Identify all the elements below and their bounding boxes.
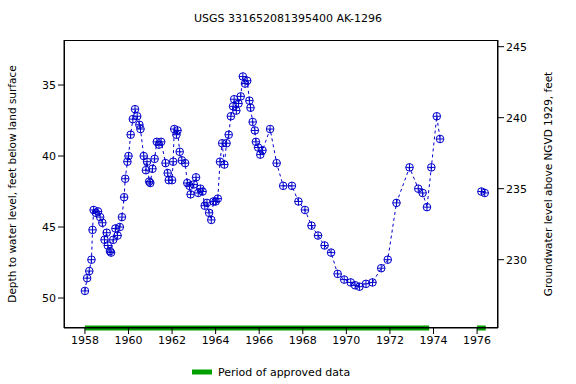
svg-text:Groundwater level above NGVD 1: Groundwater level above NGVD 1929, feet xyxy=(542,72,554,296)
svg-text:1964: 1964 xyxy=(202,334,230,347)
svg-text:1968: 1968 xyxy=(289,334,317,347)
svg-text:50: 50 xyxy=(42,292,56,305)
svg-text:1970: 1970 xyxy=(332,334,360,347)
svg-text:235: 235 xyxy=(506,183,527,196)
svg-text:1962: 1962 xyxy=(158,334,186,347)
svg-text:40: 40 xyxy=(42,150,56,163)
svg-text:1966: 1966 xyxy=(245,334,273,347)
svg-text:1958: 1958 xyxy=(71,334,99,347)
svg-text:Period of approved data: Period of approved data xyxy=(218,366,350,379)
svg-text:1974: 1974 xyxy=(420,334,448,347)
svg-text:Depth to water level, feet bel: Depth to water level, feet below land su… xyxy=(8,65,18,302)
svg-text:1960: 1960 xyxy=(114,334,142,347)
svg-text:230: 230 xyxy=(506,254,527,267)
svg-text:1976: 1976 xyxy=(463,334,491,347)
svg-text:45: 45 xyxy=(42,221,56,234)
svg-text:USGS 331652081395400 AK-1296: USGS 331652081395400 AK-1296 xyxy=(194,12,382,25)
svg-text:240: 240 xyxy=(506,112,527,125)
svg-text:245: 245 xyxy=(506,41,527,54)
svg-text:1972: 1972 xyxy=(376,334,404,347)
svg-text:35: 35 xyxy=(42,79,56,92)
